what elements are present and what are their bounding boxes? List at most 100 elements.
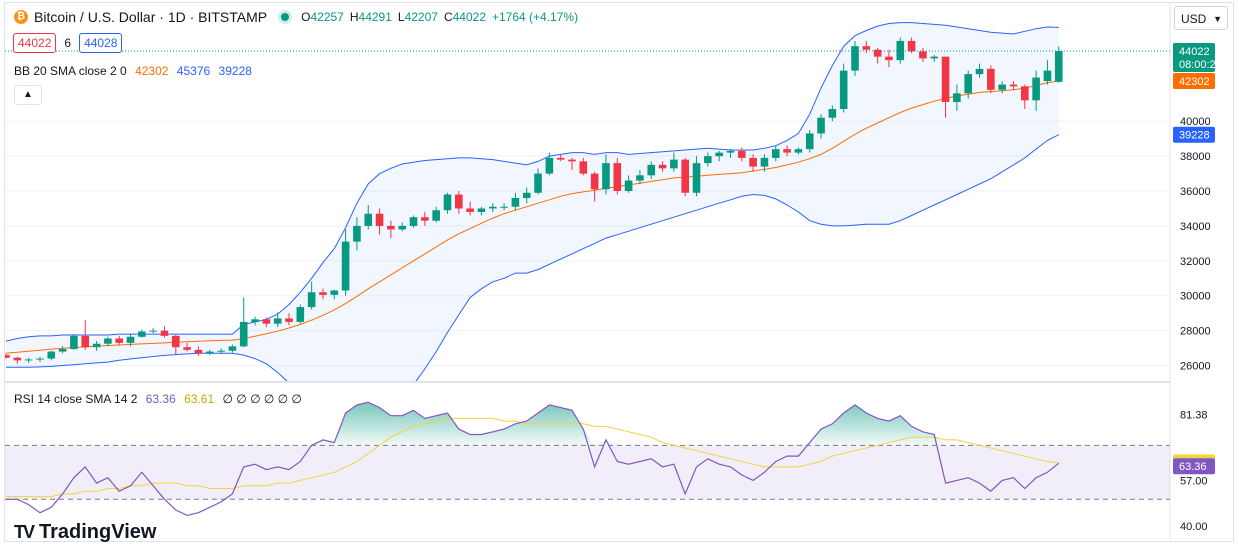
rsi-plot — [5, 401, 1170, 517]
bb-label: BB 20 SMA close 2 0 — [14, 64, 127, 78]
currency-value: USD — [1181, 12, 1207, 26]
candle-body — [488, 206, 497, 209]
candle-body — [239, 321, 248, 347]
rsi-line — [6, 401, 1060, 517]
candle-body — [726, 150, 735, 153]
candle-body — [873, 49, 882, 57]
candle-body — [5, 355, 10, 358]
bid-ask: 44022 6 44028 — [13, 33, 123, 53]
candle-body — [783, 149, 791, 153]
chevron-up-icon: ▲ — [23, 89, 33, 100]
last-price-label-text: 44022 — [1179, 46, 1210, 58]
candle-body — [455, 194, 463, 209]
candle-body — [466, 208, 474, 212]
chart-frame — [4, 2, 1234, 542]
candle-body — [160, 330, 169, 336]
candle-body — [36, 358, 44, 360]
candle-body — [817, 117, 825, 134]
candle-body — [217, 350, 225, 352]
candle-body — [477, 208, 486, 212]
bid-button[interactable]: 44022 — [13, 33, 57, 53]
symbol-title[interactable]: Bitcoin / U.S. Dollar · 1D · BITSTAMP — [34, 9, 268, 25]
candle-body — [851, 46, 859, 71]
candle-body — [511, 198, 520, 207]
candle-body — [421, 217, 429, 221]
ohlc-open: O42257 — [301, 10, 344, 24]
bb-lower-axis-label-text: 39228 — [1179, 130, 1210, 142]
candle-body — [738, 150, 746, 158]
rsi-tick-label: 40.00 — [1180, 521, 1208, 533]
bb-basis-line — [5, 80, 1059, 354]
price-tick-label: 40000 — [1180, 116, 1211, 128]
main-plot — [5, 22, 1170, 381]
candle-body — [228, 346, 237, 351]
candle-body — [70, 335, 78, 349]
candle-body — [330, 290, 339, 295]
market-status-icon — [281, 13, 290, 21]
candle-body — [715, 152, 723, 157]
rsi-tick-label: 57.00 — [1180, 475, 1208, 487]
rsi-axis-label-bg — [1173, 458, 1215, 475]
candle-body — [319, 292, 327, 295]
candle-body — [760, 157, 769, 167]
price-grid — [5, 120, 1170, 367]
candle-body — [771, 149, 780, 158]
candle-body — [590, 173, 599, 190]
candle-body — [919, 51, 927, 59]
candle-body — [862, 46, 871, 50]
candle-body — [1043, 70, 1052, 82]
candle-body — [602, 163, 610, 190]
candle-body — [262, 319, 271, 324]
ask-button[interactable]: 44028 — [79, 33, 123, 53]
price-tick-label: 34000 — [1180, 221, 1211, 233]
bb-basis-axis-label-bg — [1173, 73, 1215, 90]
price-tick-label: 28000 — [1180, 326, 1211, 338]
candle-body — [692, 163, 701, 193]
candle-body — [251, 319, 259, 322]
candle-body — [398, 225, 406, 230]
bitcoin-icon: ₿ — [14, 10, 28, 24]
candle-body — [81, 335, 90, 348]
candle-body — [941, 56, 950, 103]
bb-upper-line — [5, 22, 1059, 342]
candle-body — [975, 68, 984, 75]
price-tick-label: 30000 — [1180, 291, 1211, 303]
logo-text: TradingView — [39, 521, 157, 543]
candle-body — [568, 159, 576, 162]
bb-lower-axis-label-bg — [1173, 126, 1215, 143]
rsi-axis-label-text: 63.36 — [1179, 461, 1207, 473]
bb-legend[interactable]: BB 20 SMA close 2 0 42302 45376 39228 — [14, 64, 257, 78]
candle-body — [432, 210, 440, 221]
candle-body — [704, 156, 712, 164]
candle-body — [285, 318, 293, 322]
bb-basis-axis-label: 42302 — [1173, 73, 1215, 90]
currency-select[interactable]: USD ▼ — [1174, 6, 1228, 30]
candle-body — [613, 163, 622, 192]
price-tick-label: 36000 — [1180, 186, 1211, 198]
candle-body — [930, 56, 939, 59]
candle-body — [126, 336, 135, 343]
last-price-label-bg — [1173, 43, 1215, 73]
ohlc-low: L42207 — [397, 10, 438, 24]
candle-body — [104, 338, 112, 344]
candle-body — [138, 331, 146, 337]
candle-body — [47, 351, 56, 359]
candle-body — [194, 349, 203, 354]
last-price-label-text: 08:00:22 — [1179, 59, 1222, 71]
collapse-legend-button[interactable]: ▲ — [14, 85, 42, 105]
candle-body — [273, 318, 282, 324]
rsi-extra-values: ∅ ∅ ∅ ∅ ∅ ∅ — [222, 392, 302, 406]
candle-body — [183, 347, 191, 350]
bb-basis-value: 42302 — [135, 64, 169, 78]
candle-body — [805, 133, 814, 150]
candle-body — [1054, 51, 1063, 82]
price-axis[interactable]: 40000 38000 36000 34000 32000 30000 28000 26000… — [1173, 43, 1222, 533]
candle-body — [375, 213, 384, 226]
rsi-legend[interactable]: RSI 14 close SMA 14 2 63.36 63.61 ∅ ∅ ∅ … — [14, 392, 307, 406]
tradingview-logo[interactable]: TV TradingView — [14, 521, 156, 544]
price-change: +1764 (+4.17%) — [492, 10, 579, 24]
rsi-axis-label: 63.36 — [1173, 458, 1215, 475]
candle-body — [556, 157, 565, 160]
candle-body — [658, 164, 667, 169]
